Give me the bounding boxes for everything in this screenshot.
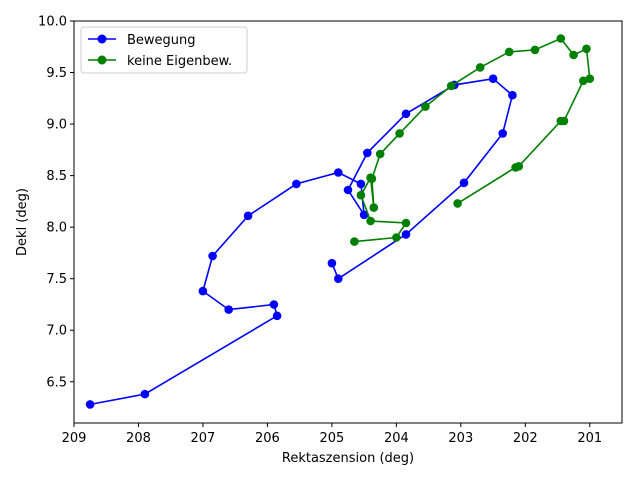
series-1-point-19: [579, 76, 588, 86]
legend-marker-keine-eigenbew: [97, 55, 107, 65]
x-tick-label-0: 209: [62, 431, 87, 446]
series-0-point-16: [488, 74, 498, 83]
y-tick-label-6: 9.5: [46, 66, 67, 81]
series-0-point-12: [343, 185, 353, 195]
series-0-point-11: [359, 210, 369, 220]
series-1-point-7: [367, 174, 377, 183]
legend: Bewegung keine Eigenbew.: [80, 26, 248, 74]
y-tick-label-0: 6.5: [46, 375, 67, 390]
series-0-point-14: [401, 109, 411, 119]
series-0-point-9: [334, 168, 343, 177]
series-1-point-3: [366, 216, 375, 226]
series-1-point-24: [453, 199, 462, 208]
series-1-point-1: [392, 233, 401, 242]
x-tick-label-2: 207: [191, 431, 216, 446]
series-0-point-21: [334, 274, 343, 284]
y-tick-label-7: 10.0: [38, 15, 67, 30]
legend-label-bewegung: Bewegung: [127, 33, 196, 48]
x-tick-label-3: 206: [255, 431, 280, 446]
series-0-point-5: [198, 286, 208, 296]
series-0-point-13: [363, 148, 372, 158]
series-1-point-23: [511, 163, 520, 172]
x-tick-label-4: 205: [319, 431, 344, 446]
series-0-point-8: [292, 179, 301, 189]
y-axis-title: Dekl (deg): [15, 188, 30, 256]
series-0-point-20: [401, 230, 411, 239]
y-tick-label-3: 8.0: [46, 221, 67, 236]
series-1-point-4: [356, 190, 366, 200]
series-1-point-21: [556, 116, 566, 126]
series-1-point-17: [582, 44, 591, 54]
series-1-point-2: [401, 218, 411, 228]
y-tick-label-4: 8.5: [46, 169, 67, 184]
series-0-point-10: [356, 179, 366, 189]
ticks: 209 208 207 206 205 204 203 202 201 6.5 7.0 7.5 8.0 8…: [38, 15, 602, 447]
series-1-point-10: [421, 102, 430, 111]
series-1-point-16: [569, 50, 578, 60]
series-1-point-18: [585, 74, 595, 83]
series-1-point-13: [504, 47, 514, 57]
x-tick-label-8: 201: [577, 431, 602, 446]
series-1-point-8: [375, 149, 385, 159]
series-0-point-22: [327, 258, 337, 268]
series-1-point-9: [395, 129, 404, 138]
y-tick-label-1: 7.0: [46, 324, 67, 339]
x-tick-label-5: 204: [384, 431, 409, 446]
plot-area: [85, 34, 595, 409]
series-0-point-6: [208, 251, 217, 261]
series-0-point-1: [140, 389, 150, 399]
y-tick-label-2: 7.5: [46, 272, 67, 287]
series-1-point-12: [475, 63, 485, 72]
x-axis-title: Rektaszension (deg): [282, 451, 414, 466]
series-0-point-3: [269, 300, 279, 309]
legend-box: [80, 26, 248, 74]
series-1-point-11: [446, 81, 456, 91]
legend-label-keine-eigenbew: keine Eigenbew.: [127, 54, 232, 69]
legend-marker-bewegung: [97, 34, 107, 44]
series-1-point-0: [350, 237, 359, 246]
series-0-point-0: [85, 400, 95, 409]
x-tick-label-6: 203: [448, 431, 473, 446]
series-0-point-18: [498, 129, 508, 138]
x-tick-label-1: 208: [126, 431, 151, 446]
x-tick-label-7: 202: [513, 431, 538, 446]
series-0-point-4: [224, 305, 233, 314]
series-1-point-15: [556, 34, 566, 43]
series-0-point-17: [508, 90, 517, 100]
series-0-point-2: [272, 311, 282, 321]
series-1-point-6: [369, 203, 379, 212]
y-tick-label-5: 9.0: [46, 118, 67, 133]
series-0-point-7: [243, 211, 253, 221]
series-1-point-14: [530, 45, 540, 55]
series-0-point-19: [459, 178, 469, 188]
axes-frame: [73, 20, 623, 424]
